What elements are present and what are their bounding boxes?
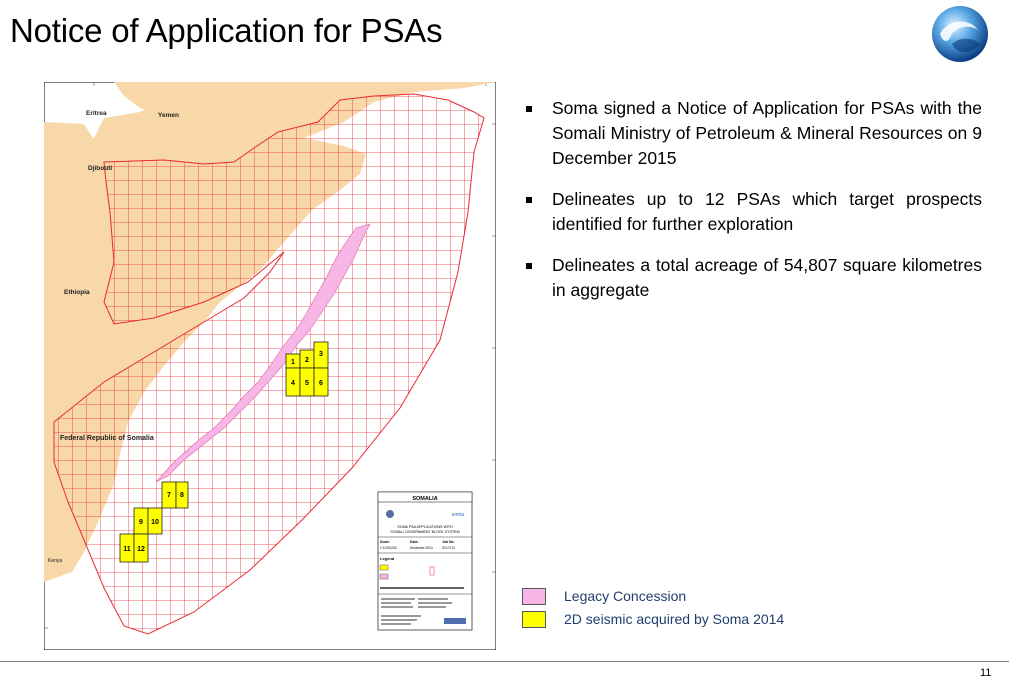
- titlebox-job-label: Job No:: [442, 540, 455, 544]
- titlebox-date-label: Date:: [410, 540, 418, 544]
- psa-block-10: [147, 507, 163, 535]
- bullet-marker: [526, 197, 532, 203]
- psa-block-3-label: 3: [319, 351, 323, 358]
- legend-item-legacy-concession: Legacy Concession: [522, 585, 784, 607]
- bullet-item: Delineates a total acreage of 54,807 squ…: [522, 253, 982, 303]
- legacy-concession-strip: [155, 223, 371, 483]
- bullet-text: Delineates up to 12 PSAs which target pr…: [552, 189, 982, 234]
- titlebox-scale-value: 1:3,000,000: [380, 546, 397, 550]
- legend-label: Legacy Concession: [564, 588, 687, 604]
- titlebox-scale-label: Scale:: [380, 540, 390, 544]
- bullet-item: Soma signed a Notice of Application for …: [522, 96, 982, 171]
- page-number: 11: [980, 667, 992, 679]
- psa-block-12-label: 12: [137, 546, 145, 553]
- titlebox-date-value: December 2014: [410, 546, 433, 550]
- psa-block-9-label: 9: [139, 519, 143, 526]
- titlebox-country: SOMALIA: [412, 496, 437, 502]
- somalia-block-map: Eritrea Yemen Djibouti Ethiopia Federal …: [44, 82, 496, 650]
- legend-swatch-yellow: [522, 610, 546, 628]
- legend-item-2d-seismic: 2D seismic acquired by Soma 2014: [522, 608, 784, 630]
- psa-block-6: [313, 367, 329, 397]
- bullet-list: Soma signed a Notice of Application for …: [522, 96, 982, 319]
- titlebox-legend-label: Legend: [380, 556, 395, 561]
- psa-block-8-label: 8: [180, 492, 184, 499]
- psa-block-6-label: 6: [319, 380, 323, 387]
- titlebox-subtitle-2: SOMALI GOVERNMENT BLOCK SYSTEM: [390, 530, 459, 534]
- footer-divider: [0, 661, 1009, 662]
- bullet-marker: [526, 106, 532, 112]
- titlebox-subtitle-1: SOMA PSA APPLICATIONS WITH: [397, 525, 453, 529]
- arabia-land: [114, 82, 264, 116]
- bullet-text: Soma signed a Notice of Application for …: [552, 98, 982, 168]
- bullet-item: Delineates up to 12 PSAs which target pr…: [522, 187, 982, 237]
- label-eritrea: Eritrea: [86, 110, 107, 117]
- psa-blocks: 1 2 3 4 5 6 7 8 9 10 11 12: [119, 341, 329, 563]
- bullet-text: Delineates a total acreage of 54,807 squ…: [552, 255, 982, 300]
- bullet-marker: [526, 263, 532, 269]
- psa-block-12: [133, 533, 149, 563]
- titlebox-job-value: SO-0713: [442, 546, 455, 550]
- soma-logo-icon: [932, 6, 988, 62]
- psa-block-10-label: 10: [151, 519, 159, 526]
- legend-label: 2D seismic acquired by Soma 2014: [564, 611, 785, 627]
- psa-block-1-label: 1: [291, 359, 295, 366]
- titlebox-logo-text: soma: [452, 512, 464, 518]
- map-title-block: SOMALIA soma SOMA PSA APPLICATIONS WITH …: [377, 491, 473, 631]
- psa-block-11-label: 11: [123, 546, 131, 553]
- label-yemen: Yemen: [158, 112, 179, 119]
- map-legend: Legacy Concession 2D seismic acquired by…: [522, 585, 784, 631]
- psa-block-2-label: 2: [305, 357, 309, 364]
- label-djibouti: Djibouti: [88, 165, 112, 172]
- psa-block-8: [175, 481, 189, 509]
- psa-block-5-label: 5: [305, 380, 309, 387]
- label-ethiopia: Ethiopia: [64, 289, 90, 296]
- label-kenya: Kenya: [48, 558, 62, 564]
- slide-title: Notice of Application for PSAs: [10, 12, 443, 49]
- psa-block-4-label: 4: [291, 380, 295, 387]
- legend-swatch-pink: [522, 587, 546, 605]
- label-somalia: Federal Republic of Somalia: [60, 435, 154, 442]
- psa-block-7-label: 7: [167, 492, 171, 499]
